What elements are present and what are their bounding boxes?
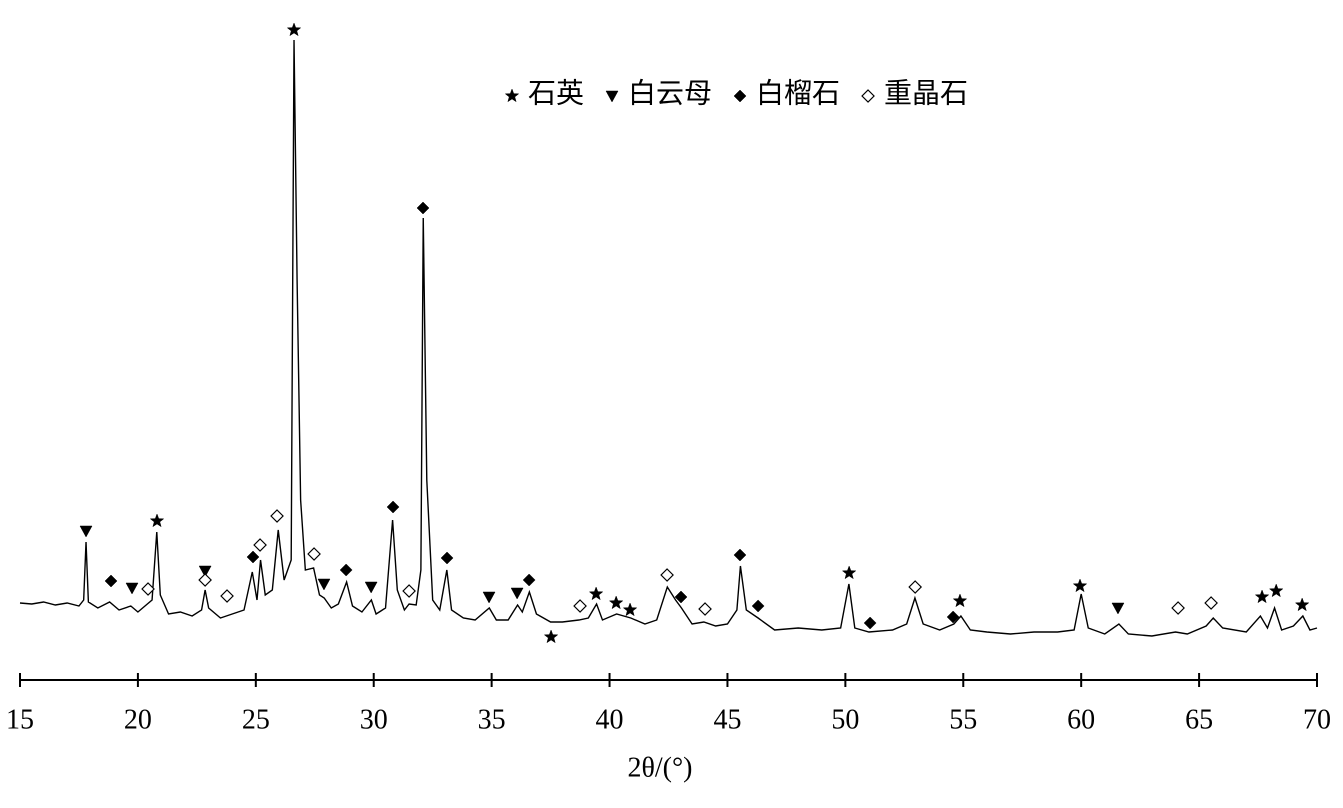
peak-marker [416,201,430,215]
legend-label: 白榴石 [756,77,840,109]
legend-label: 石英 [528,77,584,109]
peak-marker [386,500,400,514]
x-tick-label: 35 [478,704,506,735]
peak-marker [698,602,712,616]
peak-marker [270,509,284,523]
x-tick-label: 20 [124,704,152,735]
peak-marker [220,589,234,603]
x-tick-label: 65 [1185,704,1213,735]
x-axis-label: 2θ/(°) [627,752,692,783]
peak-marker [946,610,960,624]
peak-marker [1254,589,1270,604]
peak-marker [660,568,674,582]
peak-marker [1268,583,1284,598]
peak-marker [440,551,454,565]
peak-marker [543,629,559,644]
peak-marker [482,591,496,604]
legend-symbol [733,89,747,103]
peak-marker [608,595,624,610]
peak-marker [104,574,118,588]
x-tick-label: 25 [242,704,270,735]
x-tick-label: 30 [360,704,388,735]
peak-marker [674,590,688,604]
x-tick-label: 50 [831,704,859,735]
peak-marker [198,573,212,587]
peak-marker [588,586,604,601]
peak-marker [751,599,765,613]
peak-marker [1111,602,1125,615]
x-tick-label: 60 [1067,704,1095,735]
peak-marker [149,513,165,528]
peak-marker [307,547,321,561]
peak-marker [364,581,378,594]
peak-marker [908,580,923,594]
peak-marker [1294,597,1310,612]
peak-marker [246,550,260,564]
peak-marker [733,548,747,562]
peak-marker [253,538,267,552]
peak-marker [1204,596,1218,610]
peak-marker [125,582,139,595]
peak-marker [317,578,331,591]
peak-marker [510,587,524,600]
peak-marker [573,599,587,613]
peak-marker [79,525,93,538]
x-tick-label: 40 [596,704,624,735]
peak-marker [863,616,877,630]
spectrum-line [19,39,1318,637]
peak-marker [1171,601,1185,615]
peak-marker [841,565,857,580]
x-tick-label: 15 [6,704,34,735]
peak-marker [1072,578,1088,593]
peak-marker [622,602,638,617]
legend-symbol [861,89,875,103]
legend-label: 重晶石 [884,77,968,109]
legend-symbol [504,88,520,103]
x-tick-label: 55 [949,704,977,735]
peak-marker [952,593,968,608]
peak-marker [402,584,416,598]
peak-marker [141,582,155,596]
legend-label: 白云母 [628,77,712,109]
peak-marker [286,22,302,37]
x-tick-label: 70 [1303,704,1331,735]
peak-marker [339,563,353,577]
legend-symbol [605,90,619,103]
x-tick-label: 45 [713,704,741,735]
peak-marker [198,565,212,578]
peak-marker [522,573,536,587]
